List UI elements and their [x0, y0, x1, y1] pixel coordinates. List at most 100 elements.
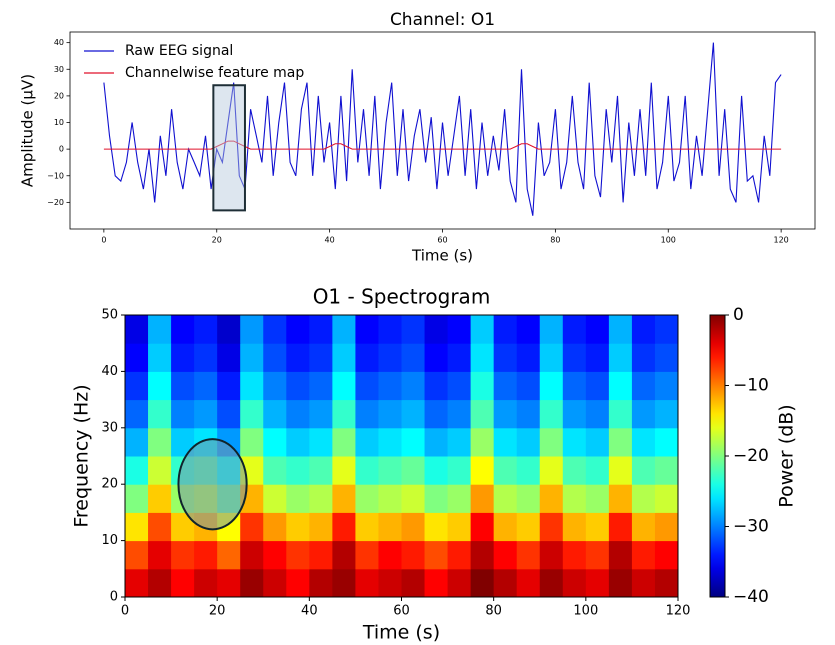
heat-cell	[424, 484, 449, 513]
heat-cell	[608, 540, 633, 570]
heat-cell	[309, 371, 333, 401]
heat-cell	[148, 512, 172, 542]
plot-area	[69, 31, 816, 230]
heat-cell	[286, 371, 310, 401]
heat-cell	[493, 427, 518, 457]
heat-cell	[148, 399, 172, 429]
highlight-ellipse	[177, 438, 248, 531]
heat-cell	[194, 568, 218, 598]
heat-cell	[309, 456, 333, 485]
heat-cell	[539, 512, 564, 542]
heat-cell	[148, 456, 172, 485]
heat-cell	[631, 343, 656, 372]
heat-cell	[654, 371, 679, 401]
heat-cell	[631, 540, 656, 570]
y-tick-label: 20	[54, 91, 64, 100]
heat-cell	[125, 484, 149, 513]
heat-cell	[263, 315, 287, 344]
x-tick-label: 80	[485, 604, 502, 619]
heat-cell	[447, 343, 472, 372]
heat-cell	[447, 371, 472, 401]
heat-cell	[194, 371, 218, 401]
heat-cell	[516, 343, 541, 372]
heat-cell	[148, 427, 172, 457]
y-tick-label: 0	[110, 590, 118, 605]
heat-cell	[355, 315, 379, 344]
heat-cell	[125, 540, 149, 570]
y-tick-label: 20	[101, 477, 118, 492]
heat-cell	[562, 456, 587, 485]
heat-cell	[355, 512, 379, 542]
heat-cell	[401, 568, 426, 598]
heat-cell	[585, 512, 610, 542]
heat-cell	[493, 343, 518, 372]
heat-cell	[539, 343, 564, 372]
heat-cell	[286, 315, 310, 344]
heat-cell	[631, 399, 656, 429]
x-tick-label: 120	[666, 604, 691, 619]
heat-cell	[470, 484, 495, 513]
x-tick-label: 0	[101, 236, 106, 245]
heat-cell	[654, 456, 679, 485]
heat-cell	[447, 568, 472, 598]
heat-cell	[562, 343, 587, 372]
heat-cell	[631, 568, 656, 598]
heat-cell	[171, 568, 195, 598]
heat-cell	[286, 512, 310, 542]
colorbar-tick-label: −20	[733, 446, 769, 466]
heat-cell	[263, 399, 287, 429]
heat-cell	[148, 343, 172, 372]
x-tick-label: 60	[393, 604, 410, 619]
heat-cell	[286, 540, 310, 570]
heat-cell	[332, 399, 356, 429]
heat-cell	[585, 484, 610, 513]
heat-cell	[447, 540, 472, 570]
heat-cell	[539, 427, 564, 457]
heat-cell	[240, 399, 264, 429]
y-axis-label: Amplitude (µV)	[19, 74, 37, 187]
heat-cell	[470, 540, 495, 570]
x-tick-label: 40	[301, 604, 318, 619]
heat-cell	[378, 512, 402, 542]
heat-cell	[401, 315, 426, 344]
series-line	[103, 42, 782, 216]
heat-cell	[539, 315, 564, 344]
x-axis-label: Time (s)	[411, 247, 473, 265]
heat-cell	[424, 371, 449, 401]
heat-cell	[217, 371, 241, 401]
x-tick-label: 120	[773, 236, 788, 245]
heat-cell	[240, 512, 264, 542]
heat-cell	[263, 512, 287, 542]
series-line	[103, 140, 782, 150]
heat-cell	[263, 484, 287, 513]
heat-cell	[516, 315, 541, 344]
heat-cell	[286, 427, 310, 457]
heat-cell	[608, 427, 633, 457]
heat-cell	[447, 399, 472, 429]
highlight-box	[212, 84, 246, 212]
heat-cell	[585, 568, 610, 598]
heat-cell	[585, 540, 610, 570]
heat-cell	[401, 540, 426, 570]
heat-cell	[378, 484, 402, 513]
heat-cell	[355, 540, 379, 570]
heat-cell	[424, 540, 449, 570]
heat-cell	[286, 456, 310, 485]
heat-cell	[562, 512, 587, 542]
x-tick-label: 100	[661, 236, 676, 245]
heat-cell	[263, 427, 287, 457]
heat-cell	[470, 315, 495, 344]
y-tick-label: 30	[101, 420, 118, 435]
heat-cell	[631, 512, 656, 542]
heat-cell	[470, 456, 495, 485]
y-tick-label: 30	[54, 65, 64, 74]
heat-cell	[631, 315, 656, 344]
heat-cell	[585, 427, 610, 457]
heat-cell	[171, 371, 195, 401]
heat-cell	[401, 427, 426, 457]
heat-cell	[516, 427, 541, 457]
heat-cell	[516, 540, 541, 570]
heat-cell	[148, 568, 172, 598]
heat-cell	[539, 540, 564, 570]
heat-cell	[447, 427, 472, 457]
